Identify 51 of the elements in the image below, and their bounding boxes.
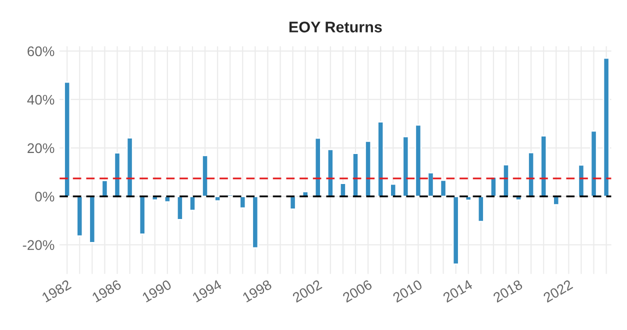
bar bbox=[114, 152, 121, 198]
bar bbox=[88, 196, 96, 244]
y-tick-label: 0% bbox=[35, 192, 54, 202]
y-tick-label: 20% bbox=[28, 143, 54, 154]
bar bbox=[339, 182, 346, 198]
bar bbox=[239, 196, 246, 209]
bar bbox=[138, 196, 146, 235]
bar bbox=[377, 121, 384, 198]
bar bbox=[202, 154, 209, 198]
bar bbox=[188, 196, 196, 212]
bar bbox=[352, 152, 360, 198]
x-tick-label: 2002 bbox=[292, 279, 322, 303]
x-tick-label: 1986 bbox=[92, 279, 122, 303]
bar bbox=[590, 130, 598, 198]
bar bbox=[602, 57, 610, 198]
bar bbox=[126, 137, 134, 198]
chart-title: EOY Returns bbox=[289, 22, 382, 32]
bar bbox=[314, 137, 322, 198]
x-tick-label: 2022 bbox=[542, 279, 574, 303]
bar bbox=[101, 180, 108, 198]
bar bbox=[452, 196, 460, 265]
bar bbox=[252, 196, 259, 249]
bar bbox=[477, 196, 484, 222]
bar bbox=[390, 183, 397, 198]
bar bbox=[214, 196, 222, 202]
x-tick-label: 2006 bbox=[342, 279, 373, 303]
bar bbox=[464, 196, 472, 201]
bar bbox=[540, 135, 548, 198]
bar bbox=[326, 148, 334, 198]
bar bbox=[402, 136, 410, 198]
y-tick-label: 60% bbox=[28, 46, 54, 56]
bar bbox=[502, 164, 510, 198]
x-tick-label: 2018 bbox=[492, 279, 524, 303]
bar bbox=[289, 196, 296, 210]
x-tick-label: 1982 bbox=[41, 279, 72, 303]
x-tick-label: 1990 bbox=[142, 279, 172, 303]
bar bbox=[414, 124, 422, 198]
bar bbox=[440, 179, 447, 198]
x-tick-label: 2010 bbox=[392, 279, 423, 303]
y-tick-label: -20% bbox=[22, 240, 54, 250]
bar bbox=[427, 172, 434, 198]
bar bbox=[364, 140, 372, 198]
y-tick-label: 40% bbox=[27, 94, 54, 105]
bar bbox=[64, 81, 71, 198]
x-tick-label: 1998 bbox=[242, 279, 272, 303]
x-tick-label: 2014 bbox=[442, 279, 474, 303]
bar bbox=[176, 196, 184, 220]
bar bbox=[76, 196, 84, 237]
bar bbox=[528, 152, 535, 198]
x-tick-label: 1994 bbox=[192, 279, 222, 303]
bar bbox=[578, 164, 585, 198]
